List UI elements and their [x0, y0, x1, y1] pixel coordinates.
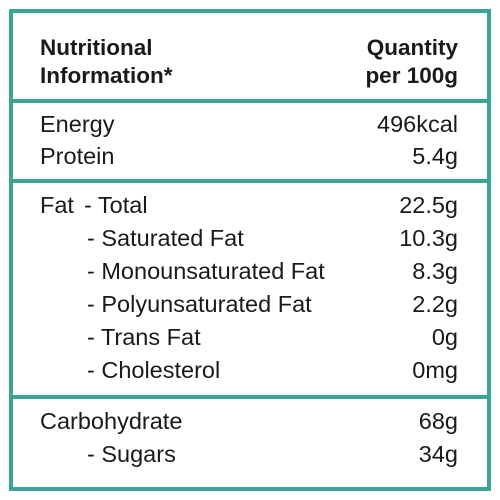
- nutrition-panel: Nutritional Information* Quantity per 10…: [9, 9, 491, 491]
- header-quantity-line2: per 100g: [365, 63, 458, 88]
- energy-label: Energy: [40, 111, 115, 137]
- row-cholesterol: - Cholesterol 0mg: [13, 354, 487, 386]
- monounsaturated-fat-value: 8.3g: [412, 258, 458, 284]
- saturated-fat-label: - Saturated Fat: [87, 225, 244, 251]
- row-trans-fat: - Trans Fat 0g: [13, 321, 487, 353]
- protein-value: 5.4g: [412, 143, 458, 169]
- cholesterol-label: - Cholesterol: [87, 357, 221, 383]
- saturated-fat-value: 10.3g: [399, 225, 458, 251]
- header-title-line2: Information*: [40, 63, 173, 88]
- row-protein: Protein 5.4g: [13, 140, 487, 172]
- cholesterol-value: 0mg: [412, 357, 458, 383]
- sugars-value: 34g: [418, 441, 458, 467]
- row-carbohydrate: Carbohydrate 68g: [13, 405, 487, 437]
- polyunsaturated-fat-label: - Polyunsaturated Fat: [87, 291, 312, 317]
- carbohydrate-value: 68g: [418, 408, 458, 434]
- row-fat-total: Fat - Total 22.5g: [13, 189, 487, 221]
- row-energy: Energy 496kcal: [13, 108, 487, 140]
- divider-fat: [13, 395, 487, 399]
- polyunsaturated-fat-value: 2.2g: [412, 291, 458, 317]
- energy-value: 496kcal: [377, 111, 458, 137]
- fat-total-label: - Total: [83, 192, 148, 218]
- row-monounsaturated-fat: - Monounsaturated Fat 8.3g: [13, 255, 487, 287]
- header-section: Nutritional Information* Quantity per 10…: [13, 33, 487, 93]
- sugars-label: - Sugars: [87, 441, 176, 467]
- fat-label: Fat: [40, 192, 74, 218]
- header-quantity-line1: Quantity: [366, 35, 458, 60]
- divider-energy: [13, 179, 487, 183]
- carbohydrate-label: Carbohydrate: [40, 408, 183, 434]
- trans-fat-value: 0g: [431, 324, 458, 350]
- row-saturated-fat: - Saturated Fat 10.3g: [13, 222, 487, 254]
- row-polyunsaturated-fat: - Polyunsaturated Fat 2.2g: [13, 288, 487, 320]
- monounsaturated-fat-label: - Monounsaturated Fat: [87, 258, 325, 284]
- fat-total-value: 22.5g: [399, 192, 458, 218]
- trans-fat-label: - Trans Fat: [87, 324, 201, 350]
- divider-header: [13, 99, 487, 103]
- row-sugars: - Sugars 34g: [13, 438, 487, 470]
- header-title-line1: Nutritional: [40, 35, 153, 60]
- protein-label: Protein: [40, 143, 115, 169]
